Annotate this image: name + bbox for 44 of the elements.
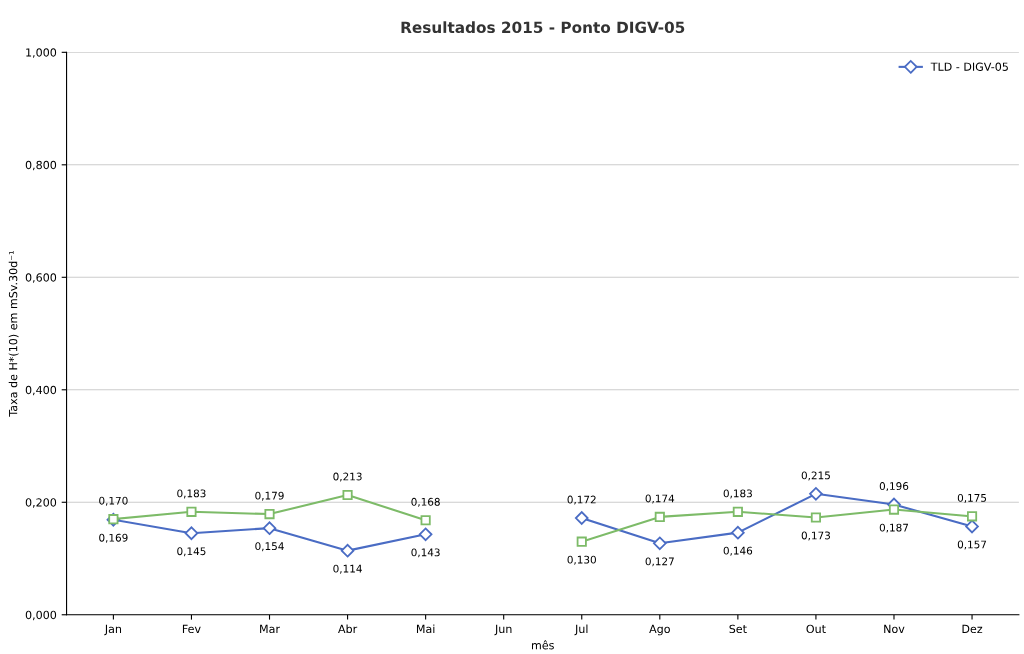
data-label: 0,168 bbox=[411, 497, 440, 507]
y-tick-label: 0,800 bbox=[25, 160, 57, 171]
data-label: 0,114 bbox=[333, 564, 362, 574]
y-tick-label: 1,000 bbox=[26, 48, 57, 58]
x-tick-label: Ago bbox=[649, 624, 670, 636]
data-label: 0,175 bbox=[957, 493, 987, 503]
data-label: 0,157 bbox=[957, 540, 987, 550]
data-label: 0,196 bbox=[879, 482, 909, 492]
y-tick-label: 0,000 bbox=[25, 610, 57, 621]
x-tick-label: Jul bbox=[574, 624, 588, 636]
data-label: 0,215 bbox=[801, 471, 830, 481]
x-tick-label: Mar bbox=[260, 624, 280, 634]
data-label: 0,183 bbox=[177, 489, 206, 499]
x-tick-label: Mai bbox=[416, 624, 435, 634]
x-tick-label: Out bbox=[806, 624, 826, 634]
data-label: 0,179 bbox=[255, 491, 284, 501]
data-label: 0,143 bbox=[411, 548, 440, 558]
data-label: 0,172 bbox=[567, 495, 596, 505]
x-tick-label: Set bbox=[729, 624, 747, 634]
data-label: 0,173 bbox=[801, 531, 830, 541]
data-label: 0,145 bbox=[177, 547, 206, 557]
chart-title: Resultados 2015 - Ponto DIGV-05 bbox=[401, 21, 685, 34]
data-label: 0,130 bbox=[567, 555, 596, 565]
x-tick-label: Dez bbox=[962, 624, 983, 634]
data-label: 0,174 bbox=[645, 494, 675, 504]
y-tick-label: 0,200 bbox=[25, 498, 57, 508]
x-tick-label: Fev bbox=[182, 624, 201, 634]
data-label: 0,127 bbox=[645, 557, 674, 567]
data-label: 0,146 bbox=[723, 546, 753, 556]
x-axis-title: mês bbox=[532, 640, 554, 650]
data-label: 0,187 bbox=[879, 523, 909, 533]
data-label: 0,154 bbox=[255, 542, 284, 552]
y-axis-title: Taxa de H*(10) em mSv.30d⁻¹ bbox=[8, 251, 19, 417]
y-tick-label: 0,600 bbox=[25, 273, 57, 283]
data-label: 0,183 bbox=[723, 489, 752, 499]
x-tick-label: Jan bbox=[104, 624, 122, 636]
y-tick-label: 0,400 bbox=[25, 385, 57, 396]
data-label: 0,213 bbox=[333, 472, 362, 482]
data-label: 0,170 bbox=[99, 496, 128, 506]
x-tick-label: Jun bbox=[494, 624, 512, 636]
x-tick-label: Abr bbox=[338, 624, 358, 634]
data-label: 0,169 bbox=[99, 533, 128, 543]
x-tick-label: Nov bbox=[884, 624, 905, 634]
legend-label: TLD - DIGV-05 bbox=[930, 62, 1008, 71]
